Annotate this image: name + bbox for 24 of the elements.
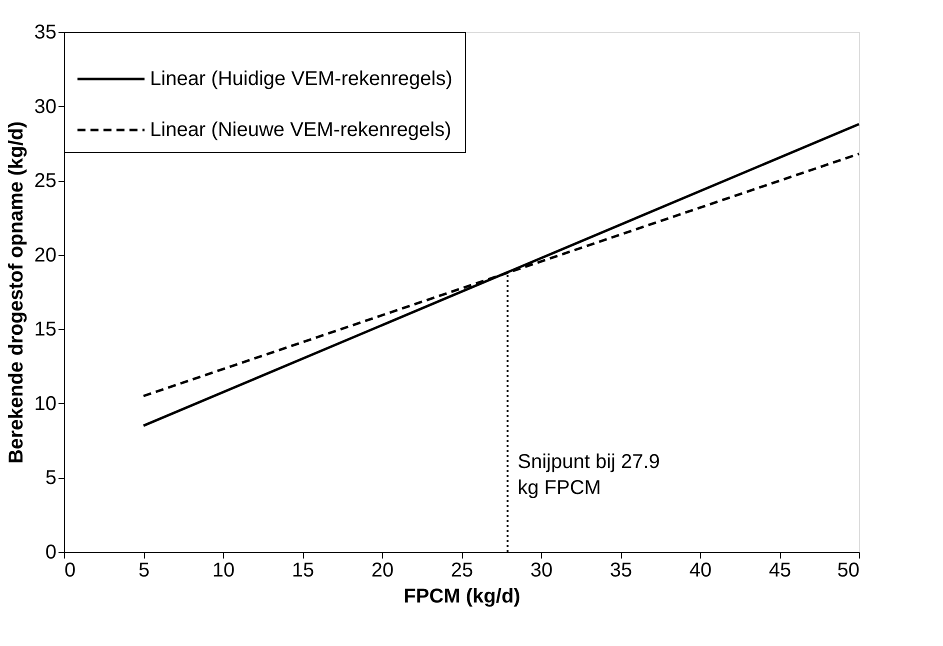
x-tick-label: 25	[450, 560, 474, 582]
legend-label: Linear (Huidige VEM-rekenregels)	[150, 68, 452, 90]
x-tick-label: 0	[64, 560, 76, 582]
y-tick-label: 10	[34, 392, 56, 415]
y-axis-title: Berekende drogestof opname (kg/d)	[5, 121, 28, 464]
x-tick-label: 45	[768, 560, 792, 582]
x-tick-label: 20	[371, 560, 394, 582]
y-tick-label: 30	[34, 96, 56, 118]
x-axis-title: FPCM (kg/d)	[404, 586, 520, 608]
annotation: Snijpunt bij 27.9 kg FPCM	[518, 451, 660, 499]
x-tick-label: 15	[292, 560, 314, 582]
x-tick-label: 30	[530, 560, 553, 582]
x-tick-label: 10	[212, 560, 235, 582]
x-tick-label: 40	[689, 560, 712, 582]
y-tick-label: 0	[45, 542, 56, 564]
legend-label: Linear (Nieuwe VEM-rekenregels)	[150, 119, 452, 141]
y-tick-label: 15	[34, 318, 56, 341]
x-tick-label: 50	[837, 560, 860, 582]
y-tick-label: 25	[34, 170, 56, 192]
x-tick-label: 5	[138, 560, 150, 582]
x-tick-label: 35	[610, 560, 632, 582]
y-tick-label: 20	[34, 244, 56, 266]
y-tick-label: 5	[45, 467, 56, 490]
y-tick-label: 35	[34, 22, 56, 44]
